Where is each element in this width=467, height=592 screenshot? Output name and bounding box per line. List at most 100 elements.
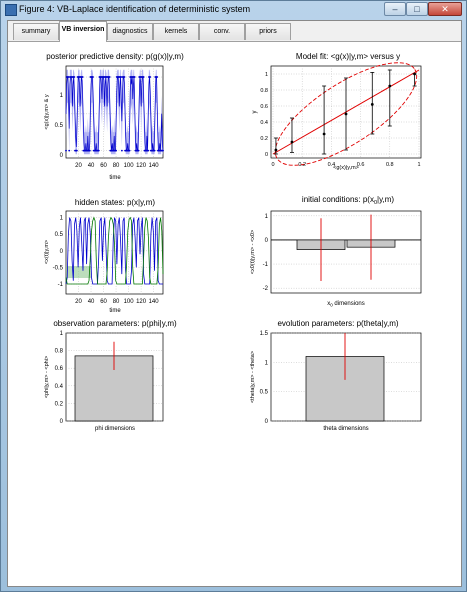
init-ytick: 1 [265,214,269,220]
ppd-xtick: 40 [88,163,95,169]
ppd-ytick-0: 0 [60,153,64,159]
hidden-xtick: 20 [75,299,82,305]
ppd-observation-point [65,149,67,152]
ppd-observation-point [76,149,78,152]
init-axes [270,210,422,294]
ppd-observation-point [123,76,126,78]
fit-xlabel: <g(x)|y,m> [333,165,359,171]
fit-xtick: 1 [417,162,420,168]
obs-title: observation parameters: p(phi|y,m) [53,319,177,328]
fit-ytick: 0.4 [260,120,268,126]
fit-data-point [322,132,326,136]
init-ytick: -2 [263,286,269,292]
ppd-observation-point [97,149,100,152]
ppd-xtick: 60 [100,163,107,169]
obs-ytick: 0 [60,419,64,425]
plots-area: posterior predictive density: p(g(x)|y,m… [44,52,422,432]
hidden-xtick: 80 [113,299,120,305]
ppd-ytick-1: 1 [60,93,64,99]
ppd-xtick: 100 [124,163,135,169]
minimize-button[interactable]: – [384,2,406,16]
fit-title: Model fit: <g(x)|y,m> versus y [296,52,400,61]
ppd-observation-point [120,76,123,78]
evo-ytick: 1 [265,360,269,366]
hidden-ytick: -0.5 [53,265,64,271]
window-title: Figure 4: VB-Laplace identification of d… [19,4,251,14]
ppd-observation-point [133,76,136,78]
hidden-xtick: 120 [136,299,147,305]
fit-data-point [274,148,278,152]
fit-xtick: 0.6 [357,162,365,168]
ppd-title: posterior predictive density: p(g(x)|y,m… [46,52,184,61]
ppd-observation-point [121,149,123,152]
hidden-xtick: 60 [100,299,107,305]
evo-ytick: 1.5 [260,331,269,337]
ppd-xlabel: time [109,175,121,181]
init-ytick: -1 [263,262,269,268]
fit-xtick: 0.2 [298,162,306,168]
ppd-observation-point [88,149,91,152]
obs-ylabel: <phi|y,m> - <phi> [44,356,50,398]
hidden-ytick: 0 [60,249,64,255]
ppd-observation-point [73,76,76,78]
tab-summary[interactable]: summary [13,23,59,40]
ppd-observation-point [142,76,145,78]
ppd-observation-point [153,149,156,152]
fit-data-point [290,140,294,144]
obs-ytick: 1 [60,331,64,337]
tab-priors[interactable]: priors [245,23,291,40]
hidden-xtick: 100 [124,299,135,305]
tab-diagnostics[interactable]: diagnostics [107,23,153,40]
title-bar[interactable]: Figure 4: VB-Laplace identification of d… [1,1,466,19]
ppd-observation-point [128,149,131,152]
figure-app-icon [5,4,17,16]
figure-canvas: summary VB inversion diagnostics kernels… [7,20,462,587]
fit-ylabel: y [252,111,258,114]
ppd-observation-point [156,76,159,78]
fit-ytick: 0.2 [260,136,268,142]
fit-xtick: 0.4 [328,162,336,168]
fit-ytick: 0.6 [260,104,268,110]
init-ylabel: <x0(t)|y,m> - <x0> [250,230,256,274]
hidden-state-2-line [65,216,164,285]
fit-data-point [413,72,417,76]
evo-panel: evolution parameters: p(theta|y,m) 1.5 1 0… [250,319,422,432]
tab-kernels[interactable]: kernels [153,23,199,40]
fit-panel: Model fit: <g(x)|y,m> versus y 0 0.2 0.4 0.… [252,52,422,171]
init-xlabel: x0 dimensions [327,301,365,308]
evo-ytick: 0.5 [260,390,269,396]
fit-ytick: 0.8 [260,88,268,94]
ppd-observation-point [67,76,70,78]
hidden-ytick: 1 [60,216,64,222]
evo-xlabel: theta dimensions [323,426,368,432]
ppd-observation-point [81,76,84,78]
close-button[interactable]: ✕ [428,2,462,16]
obs-ytick: 0.4 [55,384,64,390]
hidden-state-band [66,266,91,278]
init-ytick: 0 [265,238,269,244]
ppd-observation-point [147,149,150,152]
ppd-ytick-05: 0.5 [55,123,64,129]
ppd-observation-point [149,76,152,78]
fit-confidence-ellipse [274,62,418,166]
fit-xtick: 0.8 [386,162,394,168]
hidden-ytick: -1 [58,282,64,288]
evo-ylabel: <theta|y,m> - <theta> [250,351,256,403]
evo-title: evolution parameters: p(theta|y,m) [277,319,398,328]
ppd-observation-point [162,149,164,152]
fit-data-point [344,112,348,116]
fit-data-point [370,103,374,106]
tab-vb-inversion[interactable]: VB inversion [59,21,107,42]
ppd-observation-point [108,76,111,78]
ppd-observation-point [137,149,140,152]
ppd-ylabel: <g(x)|y,m> & y [44,94,50,130]
obs-ytick: 0.8 [55,349,64,355]
hidden-ylabel: <x(t)|y,m> [44,240,50,264]
ppd-observation-point [92,76,94,78]
ppd-observation-point [115,149,117,152]
hidden-state-1-line [65,217,163,285]
tab-conv[interactable]: conv. [199,23,245,40]
maximize-button[interactable]: □ [406,2,428,16]
fit-ytick: 1 [265,72,268,78]
